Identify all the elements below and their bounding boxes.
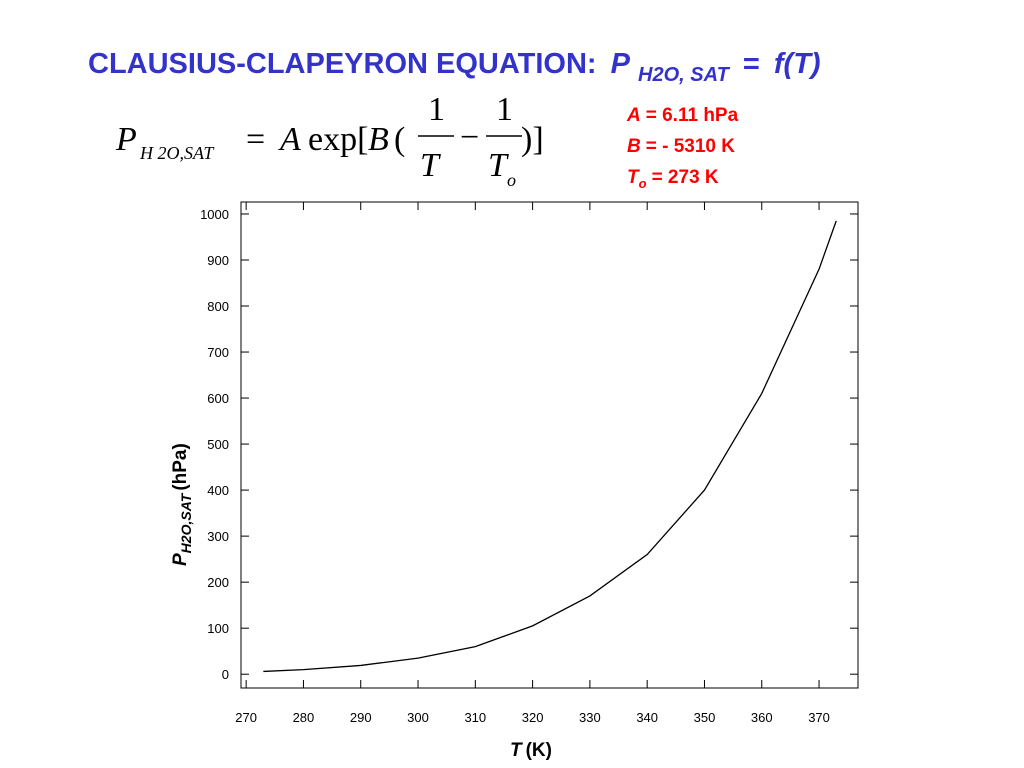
eq-den2: T xyxy=(488,147,509,184)
x-label-unit: (K) xyxy=(526,740,552,761)
eq-close: )] xyxy=(521,121,544,158)
parameter-subscript: o xyxy=(639,176,647,191)
y-tick-label: 600 xyxy=(207,391,229,406)
x-tick-label: 300 xyxy=(407,710,429,725)
parameters: A = 6.11 hPa B = - 5310 K To = 273 K xyxy=(626,105,739,191)
parameter-symbol: A xyxy=(626,105,641,126)
parameter-symbol: B xyxy=(627,136,641,157)
eq-exp: exp[ xyxy=(308,121,368,158)
eq-a: A xyxy=(278,121,301,158)
y-tick-label: 200 xyxy=(207,575,229,590)
eq-minus: − xyxy=(460,119,479,156)
eq-den1: T xyxy=(420,147,441,184)
y-label-symbol: P xyxy=(170,553,191,566)
eq-den2-sub: o xyxy=(507,170,516,190)
parameter: To = 273 K xyxy=(627,167,719,191)
x-tick-label: 310 xyxy=(464,710,486,725)
x-tick-label: 290 xyxy=(350,710,372,725)
parameter-symbol: T xyxy=(627,167,640,188)
parameter: A = 6.11 hPa xyxy=(626,105,739,126)
title-equals: = xyxy=(743,48,760,80)
parameter: B = - 5310 K xyxy=(627,136,735,157)
eq-open: ( xyxy=(394,121,405,158)
x-tick-label: 350 xyxy=(694,710,716,725)
parameter-text: = 6.11 hPa xyxy=(646,105,739,126)
y-tick-label: 700 xyxy=(207,345,229,360)
x-tick-label: 270 xyxy=(235,710,257,725)
title-function: f(T) xyxy=(774,48,821,80)
parameter-text: = - 5310 K xyxy=(646,136,736,157)
x-tick-label: 330 xyxy=(579,710,601,725)
eq-b: B xyxy=(368,121,389,158)
y-tick-label: 100 xyxy=(207,621,229,636)
plot-frame xyxy=(240,201,859,689)
y-label-unit: (hPa) xyxy=(170,443,191,491)
eq-subscript: H 2O,SAT xyxy=(139,143,215,163)
y-tick-label: 0 xyxy=(222,667,229,682)
y-tick-label: 500 xyxy=(207,437,229,452)
y-tick-label: 1000 xyxy=(200,207,229,222)
x-tick-label: 370 xyxy=(808,710,830,725)
title-symbol: P xyxy=(611,48,631,80)
title-subscript: H2O, SAT xyxy=(638,64,731,86)
equation: P H 2O,SAT = A exp[ B ( 1 T − 1 T o )] xyxy=(115,91,544,190)
eq-equals: = xyxy=(246,121,265,158)
y-label-subscript: H2O,SAT xyxy=(178,492,194,553)
eq-num1: 1 xyxy=(428,91,445,128)
x-tick-label: 320 xyxy=(522,710,544,725)
y-tick-label: 800 xyxy=(207,299,229,314)
x-label-symbol: T xyxy=(510,740,523,761)
data-line xyxy=(263,220,837,673)
y-tick-label: 400 xyxy=(207,483,229,498)
x-tick-label: 360 xyxy=(751,710,773,725)
y-tick-label: 900 xyxy=(207,253,229,268)
y-axis-label: PH2O,SAT(hPa) xyxy=(170,443,194,566)
y-tick-label: 300 xyxy=(207,529,229,544)
parameter-text: = 273 K xyxy=(652,167,719,188)
title: CLAUSIUS-CLAPEYRON EQUATION: P H2O, SAT … xyxy=(88,48,821,88)
eq-num2: 1 xyxy=(496,91,513,128)
x-axis-label: T (K) xyxy=(510,740,552,761)
x-tick-label: 280 xyxy=(293,710,315,725)
eq-symbol: P xyxy=(115,121,137,158)
title-text: CLAUSIUS-CLAPEYRON EQUATION: xyxy=(88,48,597,80)
x-tick-label: 340 xyxy=(636,710,658,725)
